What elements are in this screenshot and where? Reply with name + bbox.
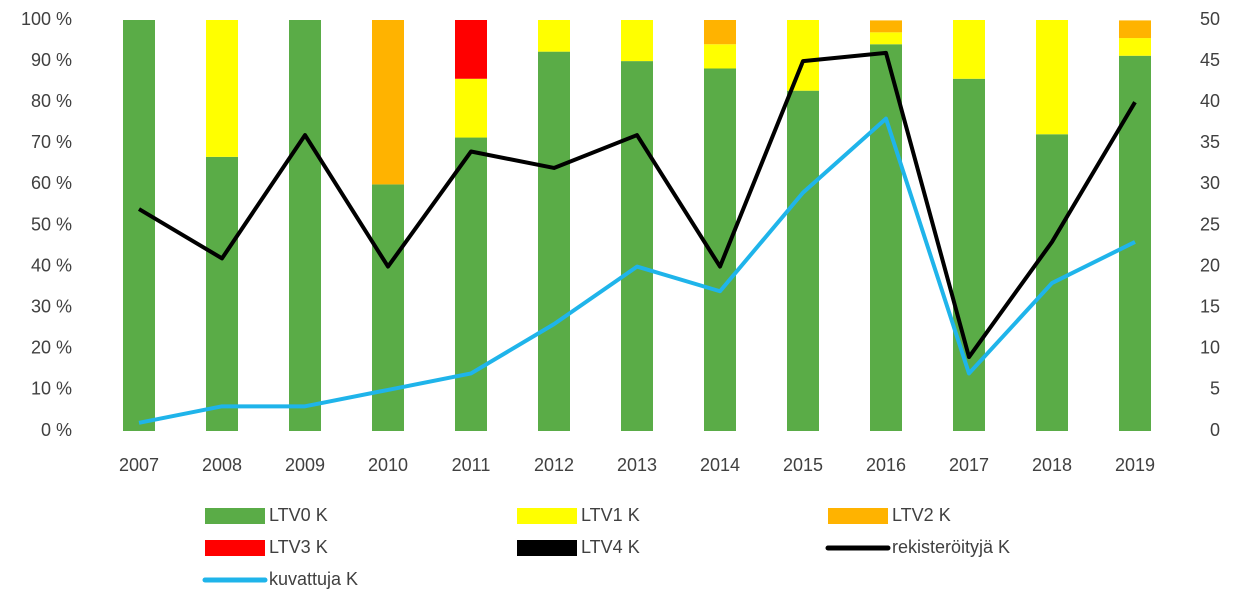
bar-segment <box>787 90 819 431</box>
y2-tick-label: 15 <box>1200 296 1220 316</box>
bar-segment <box>1036 20 1068 135</box>
legend-swatch <box>517 540 577 556</box>
y-tick-label: 70 % <box>31 132 72 152</box>
bar-segment <box>621 61 653 431</box>
x-tick-label: 2019 <box>1115 455 1155 475</box>
y2-tick-label: 5 <box>1210 379 1220 399</box>
legend-swatch <box>828 508 888 524</box>
legend-swatch <box>205 540 265 556</box>
y2-tick-label: 0 <box>1210 420 1220 440</box>
y2-tick-label: 45 <box>1200 50 1220 70</box>
legend-swatch <box>205 508 265 524</box>
legend-label: LTV1 K <box>581 505 640 525</box>
legend-label: LTV2 K <box>892 505 951 525</box>
line-series <box>137 50 1137 360</box>
y2-tick-label: 25 <box>1200 214 1220 234</box>
legend-label: rekisteröityjä K <box>892 537 1010 557</box>
x-tick-label: 2008 <box>202 455 242 475</box>
legend-label: kuvattuja K <box>269 569 358 589</box>
y-tick-label: 40 % <box>31 255 72 275</box>
x-tick-label: 2016 <box>866 455 906 475</box>
bar-segment <box>1119 38 1151 56</box>
line-series <box>138 116 1136 425</box>
x-tick-label: 2013 <box>617 455 657 475</box>
bar-segment <box>455 137 487 431</box>
bar-segment <box>123 20 155 431</box>
x-tick-label: 2010 <box>368 455 408 475</box>
bar-segment <box>206 156 238 431</box>
bar-segment <box>455 78 487 138</box>
y-tick-label: 50 % <box>31 214 72 234</box>
y2-tick-label: 40 <box>1200 91 1220 111</box>
bar-segment <box>953 78 985 431</box>
legend-label: LTV3 K <box>269 537 328 557</box>
x-tick-label: 2012 <box>534 455 574 475</box>
y2-tick-label: 35 <box>1200 132 1220 152</box>
x-tick-label: 2009 <box>285 455 325 475</box>
y-tick-label: 0 % <box>41 420 72 440</box>
bar-segment <box>372 20 404 185</box>
legend-swatch <box>517 508 577 524</box>
x-tick-label: 2011 <box>452 455 491 475</box>
bar-segment <box>621 20 653 62</box>
bar-segment <box>206 20 238 157</box>
y2-tick-label: 30 <box>1200 173 1220 193</box>
bar-segment <box>704 20 736 45</box>
y2-tick-label: 20 <box>1200 255 1220 275</box>
x-tick-label: 2007 <box>119 455 159 475</box>
y-tick-label: 30 % <box>31 296 72 316</box>
y-tick-label: 90 % <box>31 50 72 70</box>
y-tick-label: 80 % <box>31 91 72 111</box>
bar-segment <box>953 20 985 79</box>
bar-segment <box>1119 20 1151 39</box>
x-tick-label: 2017 <box>949 455 989 475</box>
bar-segment <box>870 20 902 33</box>
y-tick-label: 60 % <box>31 173 72 193</box>
x-tick-label: 2014 <box>700 455 740 475</box>
x-tick-label: 2018 <box>1032 455 1072 475</box>
y2-tick-label: 50 <box>1200 9 1220 29</box>
bar-segment <box>704 44 736 69</box>
y-tick-label: 20 % <box>31 338 72 358</box>
x-tick-label: 2015 <box>783 455 823 475</box>
bar-segment <box>455 20 487 79</box>
y-tick-label: 10 % <box>31 379 72 399</box>
bar-segment <box>870 44 902 432</box>
y2-tick-label: 10 <box>1200 338 1220 358</box>
bar-segment <box>870 32 902 45</box>
legend-label: LTV0 K <box>269 505 328 525</box>
bar-segment <box>538 51 570 431</box>
y-tick-label: 100 % <box>21 9 72 29</box>
bar-segment <box>289 20 321 431</box>
legend-label: LTV4 K <box>581 537 640 557</box>
bar-segment <box>787 20 819 91</box>
bar-segment <box>538 20 570 52</box>
